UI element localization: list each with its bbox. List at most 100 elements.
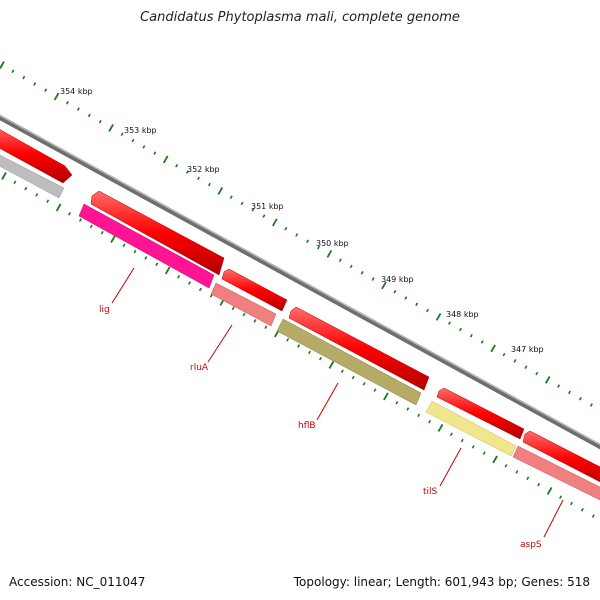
ruler-tick [469,333,473,338]
ruler-tick [122,243,126,248]
ruler-tick [490,344,496,353]
ruler-tick [373,388,377,392]
ruler-tick [471,445,475,449]
ruler-tick [76,107,80,111]
ruler-tick [242,312,246,317]
ruler-tick [78,218,82,222]
ruler-tick [209,293,213,298]
ruler-label: 352 kbp [187,165,220,174]
ruler-tick [546,487,553,495]
ruler-tick [360,271,364,275]
ruler-tick [524,365,528,369]
ruler-labels: 354 kbp 353 kbp 352 kbp 351 kbp 350 kbp … [60,87,544,354]
ruler-tick [142,145,146,149]
ruler-tick [24,186,28,191]
ruler-tick [35,193,39,197]
map-title: Candidatus Phytoplasma mali, complete ge… [140,10,460,25]
cds-arrow[interactable] [221,268,288,312]
ruler-tick [66,101,69,105]
ruler-tick [53,92,60,101]
ruler-tick [502,352,506,357]
cds-arrow[interactable] [0,124,73,184]
ruler-tick [175,163,179,168]
ruler-label: 353 kbp [124,126,157,135]
ruler-tick [44,88,48,92]
inner-tick-row [1,172,595,518]
ruler-tick [428,419,432,424]
ruler-tick [319,356,322,361]
cds-arrow[interactable] [90,190,225,276]
ruler-tick [0,61,5,69]
ruler-tick [240,201,244,206]
ruler-tick [426,308,430,313]
ruler-tick [87,113,91,118]
ruler-label: 348 kbp [446,310,479,319]
accession-text: Accession: NC_011047 [9,575,146,589]
ruler-tick [133,249,137,254]
gene-bar-rluA[interactable] [210,282,277,327]
ruler-tick [155,262,159,266]
ruler-tick [131,138,135,143]
ruler-tick [286,337,290,342]
ruler-tick [544,375,551,384]
ruler-tick [253,319,257,323]
ruler-tick [406,407,410,411]
gray-feature[interactable] [0,150,65,199]
gene-label-rluA[interactable]: rluA [190,363,209,373]
ruler-tick [317,245,320,250]
ruler-tick [535,371,539,376]
ruler-tick [448,321,451,325]
genome-backbone [0,114,600,450]
ruler-tick [284,226,288,231]
ruler-tick [186,170,189,174]
ruler-label: 349 kbp [381,275,414,284]
ruler-tick [437,424,444,432]
ruler-tick [383,392,389,401]
ruler-tick [308,350,312,355]
ruler-tick [11,69,15,74]
ruler-tick [482,451,486,455]
gene-bar-tilS[interactable] [425,400,517,457]
ruler-tick [393,289,397,294]
ruler-tick [526,476,530,481]
cds-track [0,124,600,487]
gene-label-hflB[interactable]: hflB [298,421,316,431]
ruler-tick [349,264,353,269]
ruler-tick [22,75,26,80]
gene-bar-lig[interactable] [78,203,215,289]
ruler-tick [98,119,102,124]
ruler-tick [449,432,453,437]
gene-bar-hflB[interactable] [276,318,422,406]
ruler-tick [251,208,255,212]
ruler-tick [492,455,498,464]
gene-label-lig[interactable]: lig [99,305,110,315]
ruler-tick [306,239,310,244]
ruler-tick [537,482,541,487]
ruler-tick [207,182,211,187]
ruler-tick [1,172,7,180]
genome-summary-text: Topology: linear; Length: 601,943 bp; Ge… [293,575,590,589]
ruler-tick [197,176,200,181]
ruler-tick [264,325,268,329]
ruler-label: 350 kbp [316,239,349,248]
ruler-tick [513,359,517,363]
ruler-tick [89,224,93,229]
cds-arrow[interactable] [288,306,430,391]
ruler-tick [480,340,484,344]
ruler-tick [55,203,62,212]
gene-label-tilS[interactable]: tilS [423,487,438,497]
ruler-tick [110,235,116,243]
ruler-tick [46,199,50,203]
ruler-tick [580,508,584,512]
ruler-label: 354 kbp [60,87,93,96]
gene-label-aspS[interactable]: aspS [520,540,542,550]
cds-arrow[interactable] [436,387,525,440]
ruler-tick [559,495,562,499]
ruler-tick [177,275,181,279]
ruler-tick [460,438,464,443]
cds-arrow[interactable] [522,430,600,487]
ruler-tick [144,256,148,260]
gene-bar-aspS[interactable] [512,445,600,505]
ruler-tick [404,296,408,300]
